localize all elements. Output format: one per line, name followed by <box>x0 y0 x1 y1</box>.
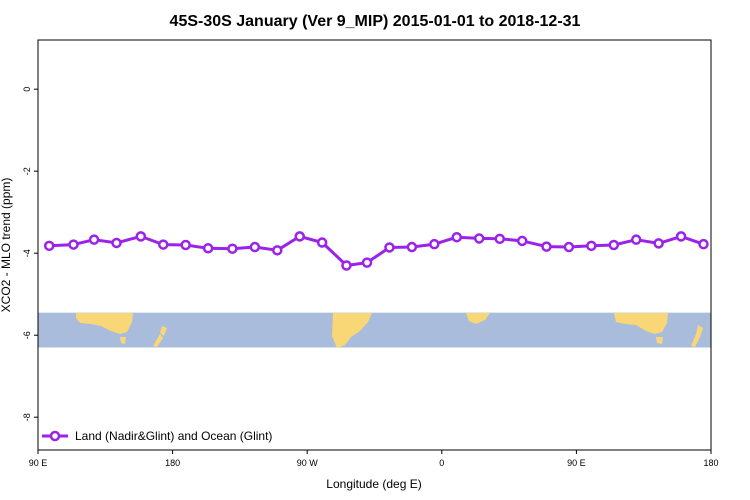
data-point <box>249 241 261 253</box>
africa-landmass <box>466 313 490 324</box>
data-point <box>608 239 620 251</box>
series-layer <box>43 231 709 271</box>
y-tick-label: -6 <box>22 331 32 339</box>
x-tick-label: 90 W <box>297 458 319 468</box>
data-point <box>630 234 642 245</box>
x-tick-label: 180 <box>165 458 180 468</box>
tasmania-landmass-repeat <box>656 337 663 344</box>
data-point <box>586 240 597 252</box>
data-point <box>43 240 55 252</box>
y-tick-label: 0 <box>22 87 32 92</box>
data-point <box>158 239 169 250</box>
data-point <box>406 241 418 253</box>
y-axis: 0 -2 -4 -6 -8 <box>22 87 38 421</box>
tasmania-landmass <box>120 337 126 344</box>
data-point <box>451 231 463 243</box>
y-tick-label: -2 <box>22 167 32 175</box>
data-point <box>384 242 395 253</box>
ocean-area <box>38 312 711 348</box>
y-tick-label: -8 <box>22 413 32 421</box>
data-point <box>341 260 352 271</box>
south-america-landmass <box>332 313 372 348</box>
world-map-band <box>38 312 711 348</box>
data-point <box>88 234 100 245</box>
data-point <box>135 231 147 242</box>
new-zealand-landmass-repeat <box>691 325 703 347</box>
data-point <box>429 238 440 250</box>
y-tick-label: -4 <box>22 249 32 257</box>
australia-landmass <box>76 313 133 334</box>
data-point <box>361 257 373 268</box>
x-tick-label: 90 E <box>29 458 48 468</box>
data-point <box>294 231 305 242</box>
data-point <box>541 241 552 252</box>
data-point <box>68 239 79 250</box>
data-point <box>111 237 122 249</box>
data-point <box>563 241 575 253</box>
y-axis-label: XCO2 - MLO trend (ppm) <box>0 178 13 313</box>
data-point <box>227 243 238 254</box>
x-axis: 90 E 180 90 W 0 90 E 180 <box>29 450 719 468</box>
x-tick-label: 90 E <box>567 458 586 468</box>
data-point <box>494 233 506 245</box>
data-point <box>272 245 283 256</box>
legend-entry-label: Land (Nadir&Glint) and Ocean (Glint) <box>75 429 272 443</box>
data-point <box>316 237 328 248</box>
data-point <box>653 238 664 249</box>
australia-landmass-repeat <box>614 313 668 334</box>
legend: Land (Nadir&Glint) and Ocean (Glint) <box>42 429 272 443</box>
x-tick-label: 180 <box>703 458 718 468</box>
new-zealand-north-landmass <box>160 326 167 336</box>
data-point <box>698 238 709 250</box>
series-line-0 <box>49 234 704 267</box>
new-zealand-south-landmass <box>153 334 163 347</box>
data-point <box>675 231 687 242</box>
data-point <box>473 233 485 244</box>
data-point <box>516 235 528 247</box>
legend-marker-sample <box>49 430 61 442</box>
data-point <box>202 243 214 254</box>
x-tick-label: 0 <box>439 458 444 468</box>
x-axis-label: Longitude (deg E) <box>326 477 421 491</box>
plot-frame <box>37 39 712 451</box>
data-point <box>180 239 191 251</box>
chart-title: 45S-30S January (Ver 9_MIP) 2015-01-01 t… <box>170 13 581 30</box>
